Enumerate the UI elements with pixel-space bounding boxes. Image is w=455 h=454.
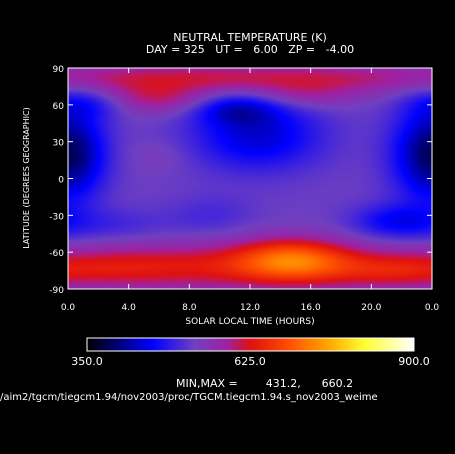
y-tick-label: -30 [49, 212, 64, 222]
x-tick-label: 8.0 [182, 303, 197, 313]
x-tick-label: 12.0 [240, 303, 260, 313]
heatmap-image [68, 68, 432, 289]
x-tick-label: 4.0 [122, 303, 137, 313]
x-tick-label: 16.0 [301, 303, 321, 313]
y-axis: 90 60 30 0 -30 -60 -90 [49, 65, 432, 296]
colorbar: 350.0 625.0 900.0 [71, 337, 430, 368]
colorbar-min-label: 350.0 [71, 355, 103, 368]
colorbar-gradient [86, 337, 415, 352]
chart-title: NEUTRAL TEMPERATURE (K) [173, 31, 327, 44]
y-tick-label: 60 [53, 102, 65, 112]
heatmap-plot [67, 67, 433, 290]
x-axis: 0.0 4.0 8.0 12.0 16.0 20.0 0.0 [61, 68, 440, 313]
colorbar-max-label: 900.0 [398, 355, 430, 368]
chart-subtitle: DAY = 325 UT = 6.00 ZP = -4.00 [146, 43, 354, 56]
x-tick-label: 0.0 [425, 303, 440, 313]
colorbar-mid-label: 625.0 [234, 355, 266, 368]
y-tick-label: 0 [58, 176, 64, 186]
y-tick-label: -60 [49, 249, 64, 259]
x-tick-label: 20.0 [361, 303, 381, 313]
y-tick-label: 30 [53, 139, 65, 149]
x-axis-label: SOLAR LOCAL TIME (HOURS) [185, 317, 314, 327]
y-tick-label: -90 [49, 286, 64, 296]
x-tick-label: 0.0 [61, 303, 76, 313]
file-path: /aim2/tgcm/tiegcm1.94/nov2003/proc/TGCM.… [0, 392, 378, 403]
minmax-readout: MIN,MAX = 431.2, 660.2 [176, 377, 353, 390]
y-axis-label: LATITUDE (DEGREES GEOGRAPHIC) [22, 107, 31, 248]
y-tick-label: 90 [53, 65, 65, 75]
